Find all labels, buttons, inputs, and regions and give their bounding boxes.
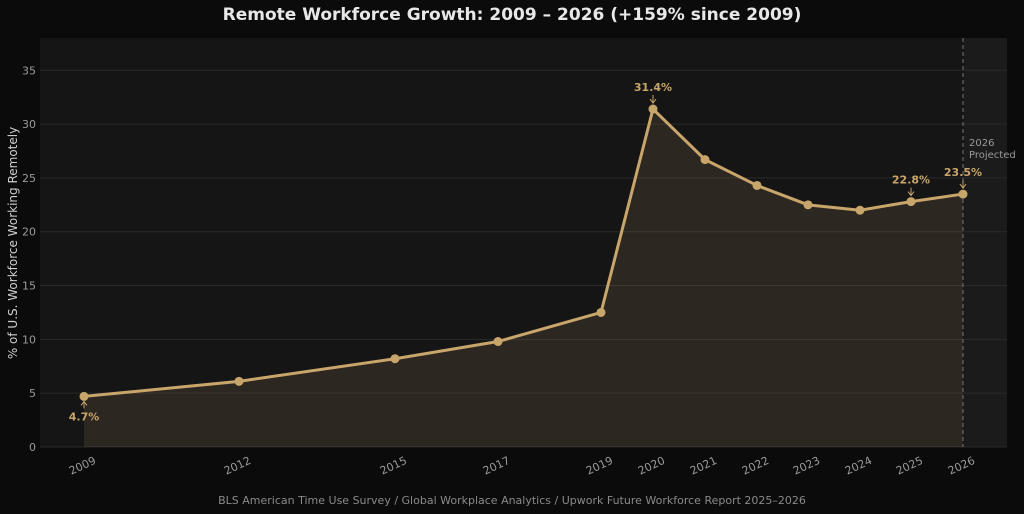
series-line bbox=[83, 107, 964, 398]
data-point bbox=[958, 189, 968, 199]
data-point bbox=[234, 376, 244, 386]
x-tick-label: 2012 bbox=[222, 454, 253, 478]
chart-title: Remote Workforce Growth: 2009 – 2026 (+1… bbox=[222, 5, 802, 25]
x-tick-label: 2026 bbox=[946, 454, 977, 478]
projection-label-year: 2026 bbox=[969, 138, 994, 149]
y-tick-label: 10 bbox=[22, 333, 36, 346]
y-tick-label: 25 bbox=[22, 172, 36, 185]
projection-label-text: Projected bbox=[969, 150, 1016, 161]
x-tick-label: 2023 bbox=[791, 454, 822, 478]
y-tick-label: 0 bbox=[29, 441, 36, 454]
y-tick-label: 30 bbox=[22, 118, 36, 131]
data-label: 22.8% bbox=[892, 174, 930, 187]
x-tick-label: 2017 bbox=[481, 454, 512, 478]
x-tick-label: 2020 bbox=[636, 454, 667, 478]
y-tick-label: 5 bbox=[29, 387, 36, 400]
data-label: 23.5% bbox=[944, 166, 982, 179]
data-point bbox=[493, 337, 503, 347]
x-tick-label: 2015 bbox=[378, 454, 409, 478]
x-tick-label: 2025 bbox=[894, 454, 925, 478]
data-point bbox=[596, 307, 606, 317]
annotation-arrowhead bbox=[649, 98, 657, 104]
data-point bbox=[700, 155, 710, 165]
area-fill bbox=[84, 109, 963, 448]
data-point bbox=[752, 180, 762, 190]
x-tick-label: 2024 bbox=[843, 454, 874, 478]
x-tick-label: 2019 bbox=[584, 454, 615, 478]
x-tick-label: 2022 bbox=[740, 454, 771, 478]
data-point bbox=[390, 354, 400, 364]
annotation-arrowhead bbox=[959, 183, 967, 189]
y-axis-label: % of U.S. Workforce Working Remotely bbox=[6, 127, 20, 359]
data-label: 4.7% bbox=[69, 410, 100, 423]
data-label: 31.4% bbox=[634, 81, 672, 94]
y-tick-label: 35 bbox=[22, 64, 36, 77]
projection-shade bbox=[964, 38, 1007, 447]
source-note: BLS American Time Use Survey / Global Wo… bbox=[218, 494, 806, 507]
x-tick-label: 2021 bbox=[688, 454, 719, 478]
x-tick-label: 2009 bbox=[67, 454, 98, 478]
data-point bbox=[648, 104, 658, 114]
data-point bbox=[855, 205, 865, 215]
plot-background bbox=[40, 38, 1007, 447]
data-point bbox=[906, 197, 916, 207]
y-tick-label: 15 bbox=[22, 280, 36, 293]
annotation-arrowhead bbox=[907, 191, 915, 197]
y-tick-label: 20 bbox=[22, 226, 36, 239]
data-point bbox=[79, 391, 89, 401]
data-point bbox=[803, 200, 813, 210]
annotation-arrowhead bbox=[80, 400, 88, 406]
